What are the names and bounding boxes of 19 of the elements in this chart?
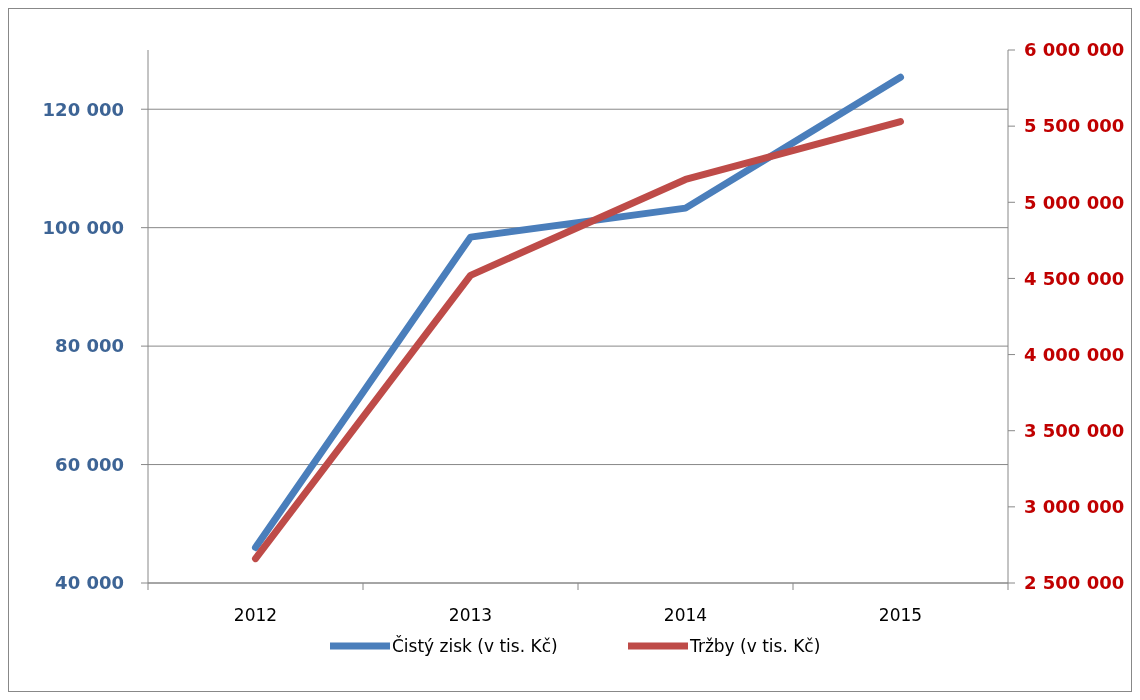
y2-tick-label: 3 500 000 [1024,420,1125,442]
y-tick-label: 80 000 [55,335,124,357]
y2-tick-label: 4 500 000 [1024,267,1125,289]
y-tick-label: 120 000 [42,98,124,120]
y2-tick-label: 3 000 000 [1024,496,1125,518]
x-tick-label: 2014 [663,605,708,625]
x-tick-label: 2015 [878,605,923,625]
legend-label: Tržby (v tis. Kč) [689,635,821,656]
y-tick-label: 100 000 [42,216,124,238]
legend-label: Čistý zisk (v tis. Kč) [392,634,558,656]
y2-tick-label: 6 000 000 [1024,39,1125,61]
y2-tick-label: 5 500 000 [1024,115,1125,137]
y2-tick-label: 4 000 000 [1024,343,1125,365]
y-tick-label: 40 000 [55,572,124,594]
x-tick-label: 2012 [233,605,278,625]
y2-tick-label: 2 500 000 [1024,572,1125,594]
y2-tick-label: 5 000 000 [1024,191,1125,213]
y-tick-label: 60 000 [55,453,124,475]
x-tick-label: 2013 [448,605,493,625]
